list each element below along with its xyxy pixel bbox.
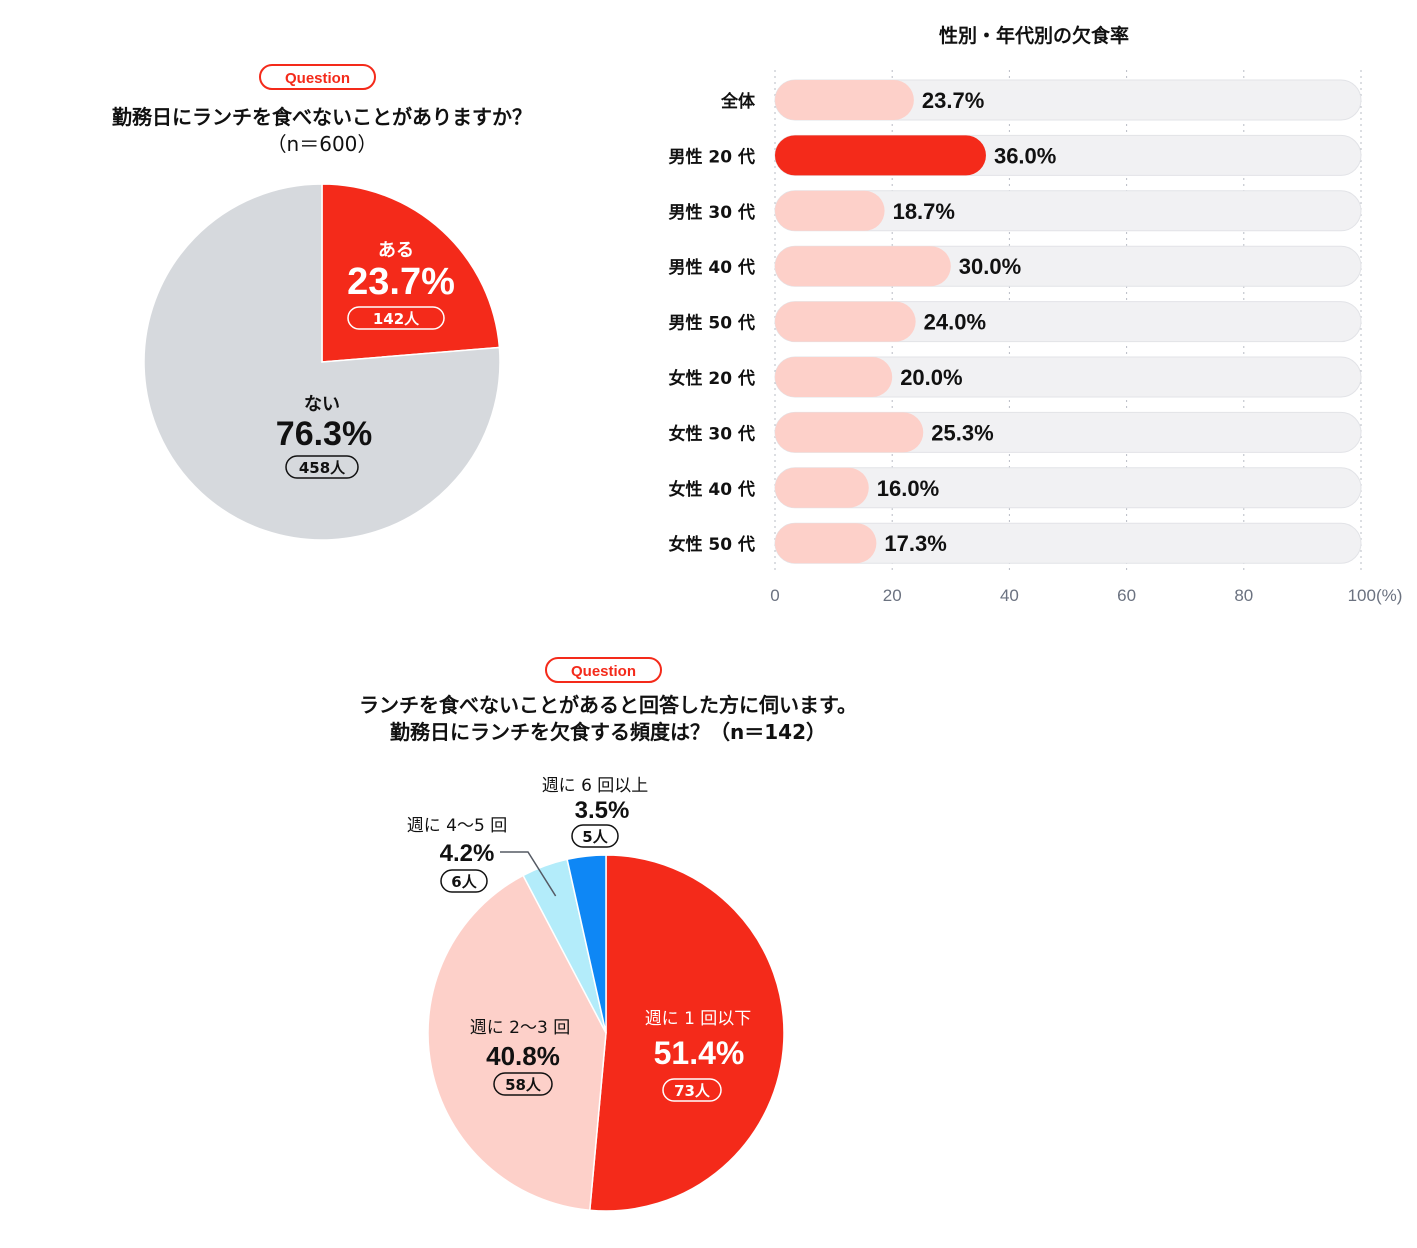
category-label: 男性 40 代 [669, 257, 756, 278]
pie1-count-yes-outline [347, 306, 445, 330]
category-label: 女性 20 代 [669, 368, 756, 389]
bar [775, 412, 924, 453]
bar [775, 357, 893, 397]
pie1-count-yes: 142人 [347, 306, 445, 330]
question-1-title-text: 勤務日にランチを食べないことがありますか？ [112, 105, 532, 129]
pie1-count-no: 458人 [285, 455, 359, 479]
pie2-percent-4: 3.5% [575, 797, 630, 824]
category-label: 女性 30 代 [669, 423, 756, 444]
pie2-count-2: 58人 [493, 1072, 553, 1096]
question-2-title-line2: 勤務日にランチを欠食する頻度は？（n＝142） [390, 720, 826, 744]
question-badge-2: Question [545, 657, 662, 683]
pie2-count-1-outline [662, 1078, 722, 1102]
question-1-sample-size: （n＝600） [266, 132, 378, 156]
pie2-count-1: 73人 [662, 1078, 722, 1102]
pie2-label-3: 週に 4〜5 回 [407, 816, 507, 836]
x-tick-label: 80 [1234, 586, 1253, 605]
question-1-title: 勤務日にランチを食べないことがありますか？ （n＝600） [62, 104, 582, 158]
pie1-percent-yes: 23.7% [347, 261, 455, 303]
pie-chart-skip-frequency: 週に 1 回以下 51.4% 73人 週に 2〜3 回 40.8% 58人 週に 4〜5 回… [407, 776, 785, 1212]
bar [775, 523, 877, 564]
value-label: 20.0% [900, 365, 962, 390]
pie1-slice-1 [143, 183, 501, 541]
pie2-count-4: 5人 [571, 824, 619, 848]
category-label: 女性 40 代 [669, 479, 756, 500]
pie2-count-3: 6人 [440, 869, 488, 893]
pie1-label-yes: ある [378, 240, 414, 261]
pie1-percent-no: 76.3% [276, 415, 372, 453]
pie2-leader-line-3 [500, 851, 557, 897]
question-2-title-line1: ランチを食べないことがあると回答した方に伺います。 [359, 693, 857, 717]
value-label: 36.0% [994, 143, 1056, 168]
pie2-slice-0 [588, 854, 785, 1212]
pie2-percent-3: 4.2% [440, 840, 495, 867]
pie2-label-1: 週に 1 回以下 [645, 1009, 752, 1029]
bar [775, 80, 914, 120]
bar [775, 135, 986, 176]
pie1-count-no-outline [285, 455, 359, 479]
pie2-slice-3 [566, 854, 607, 1034]
value-label: 24.0% [924, 310, 986, 335]
x-tick-label: 60 [1117, 586, 1136, 605]
pie2-count-4-outline [571, 824, 619, 848]
bar-chart-skip-rate-by-gender-age: 0 20 40 60 80 100(%) 全体 23.7% 男性 20 代 36.0% 男性 30 … [669, 70, 1403, 605]
pie1-count-no-text: 458人 [299, 459, 346, 477]
category-label: 女性 50 代 [669, 534, 756, 555]
bar [775, 467, 869, 508]
category-label: 男性 30 代 [669, 202, 756, 223]
pie2-count-2-text: 58人 [505, 1076, 542, 1094]
pie2-count-2-outline [493, 1072, 553, 1096]
pie2-percent-2: 40.8% [486, 1041, 560, 1071]
pie2-count-3-outline [440, 869, 488, 893]
question-2-title: ランチを食べないことがあると回答した方に伺います。 勤務日にランチを欠食する頻度… [258, 692, 958, 746]
pie2-label-4: 週に 6 回以上 [542, 776, 649, 796]
x-tick-label: 100(%) [1348, 586, 1403, 605]
pie1-slice-0 [321, 183, 501, 363]
value-label: 16.0% [877, 476, 939, 501]
pie2-slice-1 [427, 874, 607, 1212]
pie2-count-1-text: 73人 [674, 1082, 711, 1100]
category-label: 男性 50 代 [669, 313, 756, 334]
question-badge-1: Question [259, 64, 376, 90]
pie2-percent-1: 51.4% [654, 1035, 745, 1071]
category-label: 全体 [720, 91, 756, 112]
pie1-count-yes-text: 142人 [373, 310, 420, 328]
category-label: 男性 20 代 [669, 146, 756, 167]
bar [775, 246, 951, 287]
bar [775, 190, 885, 231]
pie2-label-2: 週に 2〜3 回 [470, 1018, 570, 1038]
pie2-count-4-text: 5人 [582, 828, 608, 846]
x-tick-label: 40 [1000, 586, 1019, 605]
bar-chart-title: 性別・年代別の欠食率 [938, 25, 1129, 47]
bar [775, 301, 916, 342]
x-tick-label: 0 [770, 586, 779, 605]
value-label: 23.7% [922, 88, 984, 113]
x-tick-label: 20 [883, 586, 902, 605]
value-label: 18.7% [893, 199, 955, 224]
pie1-label-no: ない [304, 394, 340, 415]
pie2-count-3-text: 6人 [451, 873, 477, 891]
value-label: 17.3% [884, 531, 946, 556]
value-label: 25.3% [931, 420, 993, 445]
value-label: 30.0% [959, 254, 1021, 279]
